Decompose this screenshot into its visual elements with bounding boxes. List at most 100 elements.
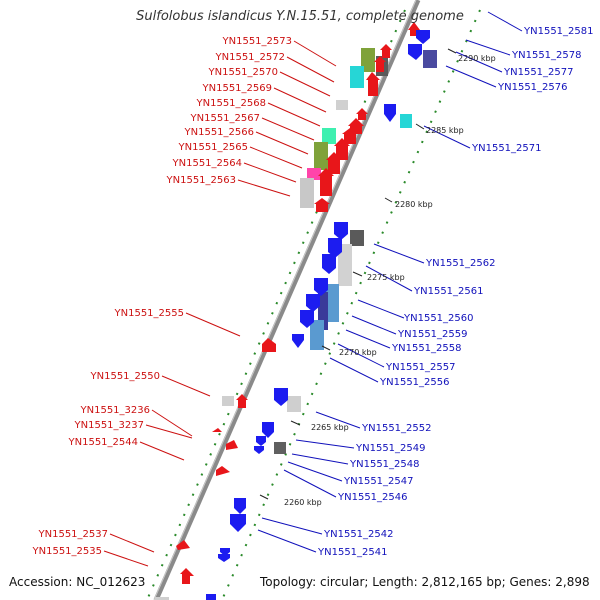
gene-arrow-reverse (408, 44, 422, 60)
gene-arrow-forward (176, 540, 190, 550)
gene-arrow-forward (314, 198, 330, 212)
gene-label: YN1551_2544 (68, 437, 139, 448)
reverse-genes (206, 30, 430, 600)
gene-arrow-forward (216, 466, 230, 476)
gene-label: YN1551_2581 (523, 26, 594, 37)
kbp-label: 2275 kbp (367, 273, 405, 282)
gene-label: YN1551_2567 (190, 113, 261, 124)
gene-label: YN1551_2552 (361, 423, 432, 434)
kbp-labels: 2290 kbp 2285 kbp 2280 kbp 2275 kbp 2270… (284, 54, 496, 507)
gene-label: YN1551_2556 (379, 377, 450, 388)
genome-summary-text: Topology: circular; Length: 2,812,165 bp… (260, 575, 590, 589)
feature-block (300, 178, 314, 208)
left-dotted-track (146, 9, 406, 600)
kbp-label: 2265 kbp (311, 423, 349, 432)
gene-label: YN1551_2559 (397, 329, 468, 340)
gene-arrow-reverse (292, 334, 304, 348)
gene-arrow-forward (318, 168, 334, 196)
feature-block (307, 168, 321, 180)
gene-arrow-reverse (306, 294, 320, 312)
gene-arrow-reverse (416, 30, 430, 44)
gene-label: YN1551_2560 (403, 313, 474, 324)
gene-label: YN1551_2535 (32, 546, 103, 557)
gene-arrow-forward (408, 22, 420, 36)
gene-label: YN1551_2569 (202, 83, 273, 94)
feature-block (310, 320, 324, 350)
gene-arrow-forward (374, 56, 386, 72)
gene-label: YN1551_2565 (178, 142, 249, 153)
feature-block (325, 284, 339, 322)
gene-arrow-forward (236, 394, 248, 408)
gene-label: YN1551_2563 (166, 175, 237, 186)
gene-arrow-forward (262, 338, 276, 352)
gene-arrow-reverse (206, 594, 216, 600)
kbp-ticks (259, 48, 457, 500)
gene-label: YN1551_2558 (391, 343, 462, 354)
left-leader-lines (103, 40, 337, 567)
genome-backbone (153, 0, 421, 600)
gene-label: YN1551_2547 (343, 476, 414, 487)
gene-arrow-reverse (254, 446, 264, 454)
gene-arrow-forward (366, 72, 380, 96)
feature-block (400, 114, 412, 128)
kbp-label: 2290 kbp (458, 54, 496, 63)
gene-label: YN1551_2542 (323, 529, 394, 540)
gene-arrow-reverse (230, 514, 246, 532)
gene-label: YN1551_2541 (317, 547, 388, 558)
gene-label: YN1551_2562 (425, 258, 496, 269)
gene-label: YN1551_2572 (215, 52, 286, 63)
gene-arrow-forward (356, 108, 368, 120)
gene-arrow-reverse (314, 278, 328, 296)
gene-label: YN1551_2548 (349, 459, 420, 470)
gene-arrow-reverse (234, 498, 246, 514)
feature-block (423, 50, 437, 68)
kbp-label: 2280 kbp (395, 200, 433, 209)
gene-label: YN1551_2568 (196, 98, 267, 109)
feature-block (350, 230, 364, 246)
gene-label: YN1551_3237 (74, 420, 145, 431)
gene-label: YN1551_3236 (80, 405, 151, 416)
gene-arrow-reverse (256, 436, 266, 446)
gene-arrow-forward (342, 128, 358, 144)
forward-genes (176, 22, 420, 584)
gene-arrow-forward (180, 568, 194, 584)
gene-arrow-reverse (262, 422, 274, 438)
gene-arrow-forward (326, 152, 342, 174)
gene-label: YN1551_2561 (413, 286, 484, 297)
accession-text: Accession: NC_012623 (9, 575, 146, 589)
gene-arrow-forward (226, 440, 238, 450)
feature-block (322, 128, 336, 144)
gene-label: YN1551_2550 (90, 371, 161, 382)
gene-arrow-forward (212, 428, 222, 432)
feature-block (222, 396, 234, 406)
feature-block (287, 396, 301, 412)
feature-block (361, 48, 375, 72)
feature-block (155, 597, 169, 600)
gene-label: YN1551_2566 (184, 127, 255, 138)
feature-block (350, 66, 364, 88)
feature-block (274, 442, 286, 454)
gene-label: YN1551_2537 (38, 529, 109, 540)
gene-arrow-reverse (334, 222, 348, 240)
gene-label: YN1551_2571 (471, 143, 542, 154)
gene-label: YN1551_2564 (172, 158, 243, 169)
gene-label: YN1551_2546 (337, 492, 408, 503)
right-gene-labels: YN1551_2581 YN1551_2578 YN1551_2577 YN15… (317, 26, 594, 558)
map-title: Sulfolobus islandicus Y.N.15.51, complet… (136, 9, 464, 24)
left-gene-labels: YN1551_2573 YN1551_2572 YN1551_2570 YN15… (32, 36, 293, 557)
gene-label: YN1551_2570 (208, 67, 279, 78)
gene-arrow-reverse (322, 254, 336, 274)
kbp-label: 2260 kbp (284, 498, 322, 507)
gene-label: YN1551_2577 (503, 67, 574, 78)
gene-arrow-forward (380, 44, 392, 58)
gene-label: YN1551_2549 (355, 443, 426, 454)
kbp-label: 2285 kbp (426, 126, 464, 135)
gene-arrow-reverse (384, 104, 396, 122)
feature-block (336, 100, 348, 110)
gene-arrow-reverse (328, 238, 342, 258)
gene-label: YN1551_2555 (114, 308, 185, 319)
feature-block (338, 244, 352, 286)
gene-arrow-reverse (274, 388, 288, 406)
kbp-label: 2270 kbp (339, 348, 377, 357)
